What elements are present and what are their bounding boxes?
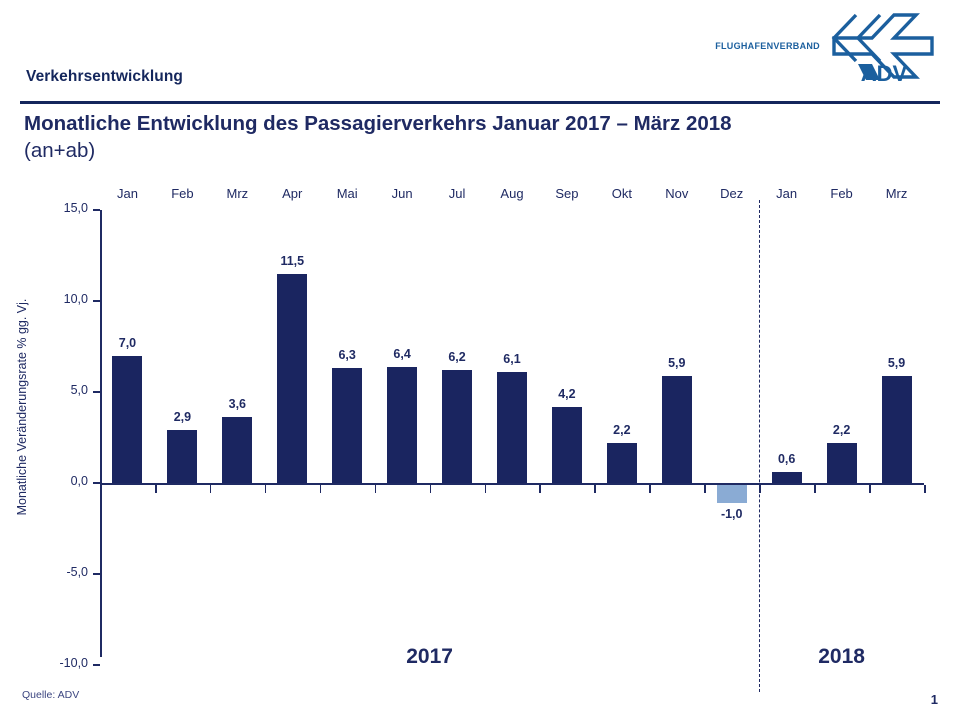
bar <box>167 430 198 483</box>
y-tick <box>93 391 100 393</box>
x-axis-label: Aug <box>500 186 524 201</box>
x-tick <box>154 485 157 493</box>
year-divider-line <box>759 200 761 692</box>
x-tick <box>924 485 926 493</box>
x-axis-label: Feb <box>171 186 194 201</box>
bar-value-label: 6,2 <box>448 350 466 365</box>
y-tick-label: 15,0 <box>63 201 88 215</box>
x-axis-label: Jul <box>448 186 466 201</box>
x-axis-label: Mrz <box>885 186 908 201</box>
bar-value-label: 0,6 <box>777 452 796 467</box>
page-number: 1 <box>930 692 938 707</box>
bar <box>222 417 253 483</box>
adv-logo: FLUGHAFENVERBAND ADV <box>715 10 940 82</box>
x-axis-label: Jan <box>116 186 138 201</box>
bar <box>332 368 363 483</box>
bar-value-label: 6,1 <box>503 351 521 366</box>
x-tick <box>869 485 871 493</box>
x-tick <box>319 485 322 493</box>
x-axis-label: Feb <box>830 186 853 201</box>
page-title: Monatliche Entwicklung des Passagierverk… <box>24 110 934 164</box>
bar-value-label: -1,0 <box>720 507 743 522</box>
bar-value-label: 2,2 <box>832 422 851 437</box>
bar <box>881 375 912 483</box>
zero-baseline <box>100 483 924 485</box>
year-label: 2018 <box>818 645 865 668</box>
bar <box>771 472 802 483</box>
y-axis-title: Monatliche Veränderungsrate % gg. Vj. <box>15 298 29 516</box>
bar-value-label: 2,2 <box>613 422 631 437</box>
bar <box>606 442 637 483</box>
bar-value-label: 2,9 <box>173 410 192 425</box>
x-axis-label: Mrz <box>226 186 249 201</box>
bar-value-label: 5,9 <box>668 355 686 370</box>
logo-wordmark-adv: ADV <box>861 61 908 82</box>
x-tick <box>209 485 212 493</box>
bar <box>442 370 473 483</box>
adv-chevron-logo-icon: ADV <box>831 13 934 82</box>
year-label: 2017 <box>406 645 453 668</box>
x-axis-label: Jan <box>776 186 798 201</box>
y-tick <box>93 664 100 666</box>
bar-value-label: 11,5 <box>280 253 305 268</box>
bar <box>497 371 527 483</box>
bar <box>112 355 143 483</box>
logo-text-flughafenverband: FLUGHAFENVERBAND <box>715 41 820 51</box>
bar <box>387 366 418 483</box>
y-tick <box>93 573 100 575</box>
y-tick-label: 0,0 <box>70 474 88 488</box>
bar-value-label: 5,9 <box>887 355 906 370</box>
x-tick <box>374 485 377 493</box>
x-axis-label: Sep <box>555 186 579 201</box>
bar-value-label: 6,3 <box>338 348 356 363</box>
x-axis-label: Nov <box>665 186 689 201</box>
bar-value-label: 3,6 <box>228 397 247 412</box>
y-tick-label: 10,0 <box>63 292 88 306</box>
bar <box>551 406 582 483</box>
x-tick <box>594 485 596 493</box>
header-divider <box>20 101 940 104</box>
x-tick <box>429 485 432 493</box>
y-tick-label: 5,0 <box>70 383 88 397</box>
bar <box>277 273 308 483</box>
y-tick <box>93 482 100 484</box>
y-tick <box>93 209 100 211</box>
x-axis-label: Apr <box>282 186 303 201</box>
x-tick <box>814 485 816 493</box>
x-tick <box>704 485 706 493</box>
bar <box>661 375 692 483</box>
bar <box>716 485 747 504</box>
x-tick <box>484 485 487 493</box>
bar-value-label: 4,2 <box>558 386 576 401</box>
x-axis-label: Okt <box>611 186 632 201</box>
x-tick <box>100 485 102 493</box>
bar <box>826 442 857 483</box>
page-title-line1: Monatliche Entwicklung des Passagierverk… <box>24 112 732 135</box>
x-tick <box>539 485 542 493</box>
x-tick <box>264 485 267 493</box>
source-note: Quelle: ADV <box>22 689 80 701</box>
y-axis-line <box>100 210 102 657</box>
bar-value-label: 7,0 <box>118 335 137 350</box>
bar-value-label: 6,4 <box>393 346 411 361</box>
y-tick <box>93 300 100 302</box>
x-axis-label: Mai <box>336 186 358 201</box>
x-tick <box>649 485 651 493</box>
x-axis-label: Jun <box>391 186 413 201</box>
page-title-line2: (an+ab) <box>24 139 96 162</box>
y-tick-label: -10,0 <box>59 656 89 670</box>
y-tick-label: -5,0 <box>66 565 88 579</box>
section-kicker: Verkehrsentwicklung <box>26 68 183 85</box>
x-axis-label: Dez <box>720 186 744 201</box>
